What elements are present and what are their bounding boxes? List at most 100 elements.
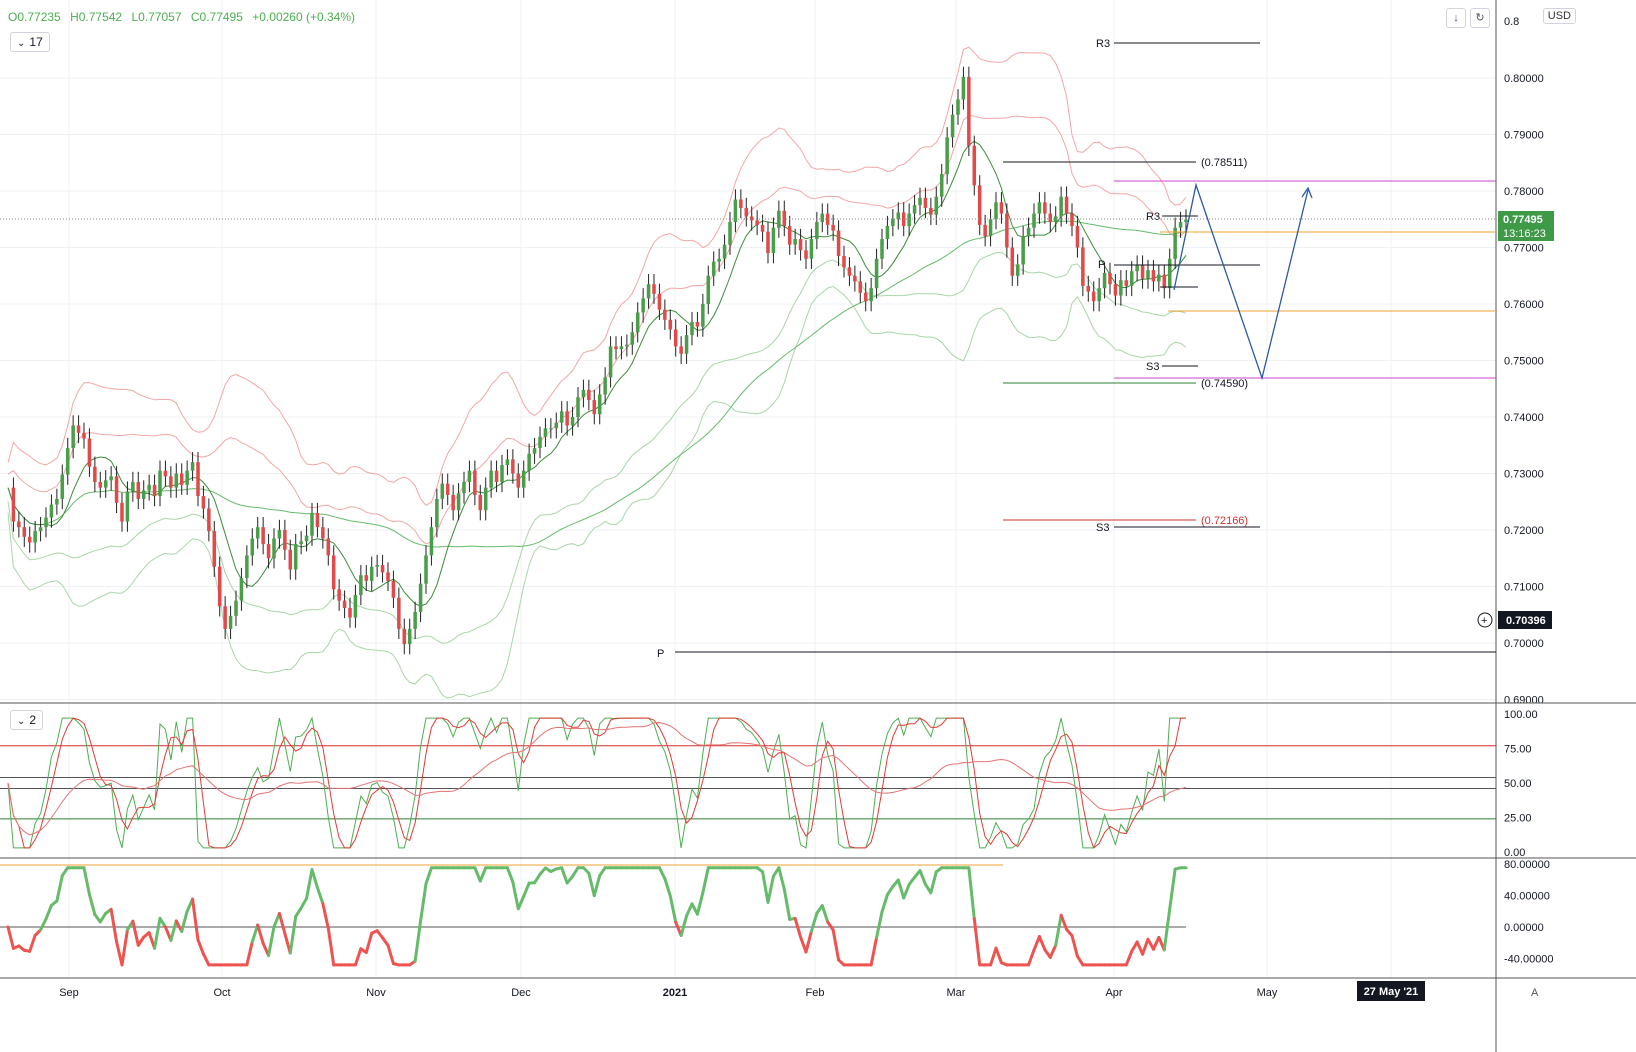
moving-average-long (7, 220, 1187, 548)
candle-body (538, 436, 542, 449)
candle-body (521, 470, 526, 488)
osc2-segment (326, 926, 336, 967)
candle-body (793, 239, 797, 245)
candle-body (1086, 285, 1091, 292)
refresh-icon[interactable]: ↻ (1470, 8, 1490, 28)
candle-body (239, 578, 244, 601)
candle-body (1135, 265, 1139, 272)
high-value: H0.77542 (70, 10, 123, 24)
osc2-segment (869, 936, 879, 967)
candle-body (1146, 270, 1150, 279)
candle-body (152, 484, 157, 497)
panel2-collapse-button[interactable]: ⌄ 2 (10, 710, 44, 730)
candle-body (1113, 284, 1118, 296)
candle-body (76, 425, 81, 433)
candle-body (646, 284, 651, 299)
candle-body (896, 212, 901, 220)
candle-body (711, 261, 716, 276)
candle-body (424, 555, 428, 584)
osc2-segment (153, 916, 162, 950)
candle-body (701, 304, 705, 327)
osc2-segment (245, 940, 254, 967)
candle-body (196, 462, 200, 497)
osc2-segment (809, 911, 819, 933)
candle-body (619, 346, 624, 350)
candle-body (483, 487, 488, 511)
candle-body (1005, 213, 1009, 248)
candle-body (223, 606, 227, 629)
osc2-segment (695, 891, 705, 916)
s3-mid-label: S3 (1146, 361, 1159, 373)
candle-body (283, 530, 287, 550)
low-value: L0.77057 (131, 10, 182, 24)
r3-top-label: R3 (1096, 38, 1110, 50)
candle-body (999, 202, 1004, 214)
osc2-segment (191, 897, 200, 942)
osc2-segment (598, 866, 607, 878)
candle-body (603, 377, 607, 395)
osc2-segment (663, 877, 672, 898)
osc1-tick-label: 75.00 (1504, 744, 1532, 756)
candle-body (668, 319, 673, 330)
candle-body (190, 462, 195, 471)
date-cursor-label: 27 May '21 (1364, 986, 1419, 998)
candle-body (918, 197, 922, 206)
candle-body (277, 530, 282, 539)
osc2-segment (907, 875, 917, 887)
price-tick-label: 0.76000 (1504, 299, 1544, 311)
bollinger-upper-outer (7, 46, 1187, 507)
candle-body (587, 389, 591, 401)
candle-body (462, 481, 466, 494)
plus-glyph: + (1481, 615, 1487, 627)
osc2-segment (1124, 949, 1134, 967)
fib-red-label: (0.72166) (1201, 515, 1248, 527)
candle-body (744, 207, 749, 217)
price-tick-label: 0.70000 (1504, 638, 1544, 650)
bollinger-lower-outer (7, 285, 1187, 699)
candle-body (141, 490, 146, 499)
candle-body (174, 473, 179, 488)
candle-body (690, 322, 694, 336)
download-icon[interactable]: ↓ (1446, 8, 1466, 28)
candle-body (1140, 265, 1145, 279)
osc2-segment (1027, 948, 1036, 967)
time-tick-label: Oct (213, 987, 230, 999)
candle-body (456, 493, 461, 511)
osc2-segment (136, 935, 146, 947)
candle-body (858, 281, 863, 293)
candle-body (934, 196, 939, 215)
candle-body (445, 483, 450, 495)
chevron-down-icon: ⌄ (17, 38, 26, 49)
candle-body (853, 275, 857, 282)
time-tick-label: Nov (366, 987, 386, 999)
candle-body (299, 541, 303, 545)
candle-body (511, 459, 515, 474)
candle-body (939, 174, 944, 197)
price-tick-label: 0.78000 (1504, 186, 1544, 198)
currency-selector[interactable]: USD (1542, 8, 1576, 24)
candle-body (777, 210, 781, 228)
time-tick-label: Feb (806, 987, 825, 999)
candle-body (1010, 247, 1015, 276)
candle-body (120, 502, 124, 522)
candle-body (825, 213, 830, 225)
candle-body (321, 527, 325, 539)
candle-body (489, 470, 493, 488)
candle-body (38, 527, 43, 532)
osc2-segment (1162, 907, 1172, 952)
osc2-segment (267, 925, 276, 958)
candle-body (516, 473, 521, 488)
osc2-segment (196, 938, 205, 956)
panel1-collapse-button[interactable]: ⌄ 17 (10, 32, 50, 52)
candle-body (266, 544, 271, 559)
candle-body (739, 199, 743, 208)
candle-body (391, 580, 396, 598)
crosshair-price-tag (1498, 611, 1552, 629)
candle-body (597, 394, 602, 415)
last-price-value: 0.77495 (1503, 214, 1543, 226)
candle-body (114, 476, 119, 503)
candle-body (983, 224, 987, 237)
candle-body (695, 322, 700, 327)
osc2-segment (381, 936, 390, 947)
